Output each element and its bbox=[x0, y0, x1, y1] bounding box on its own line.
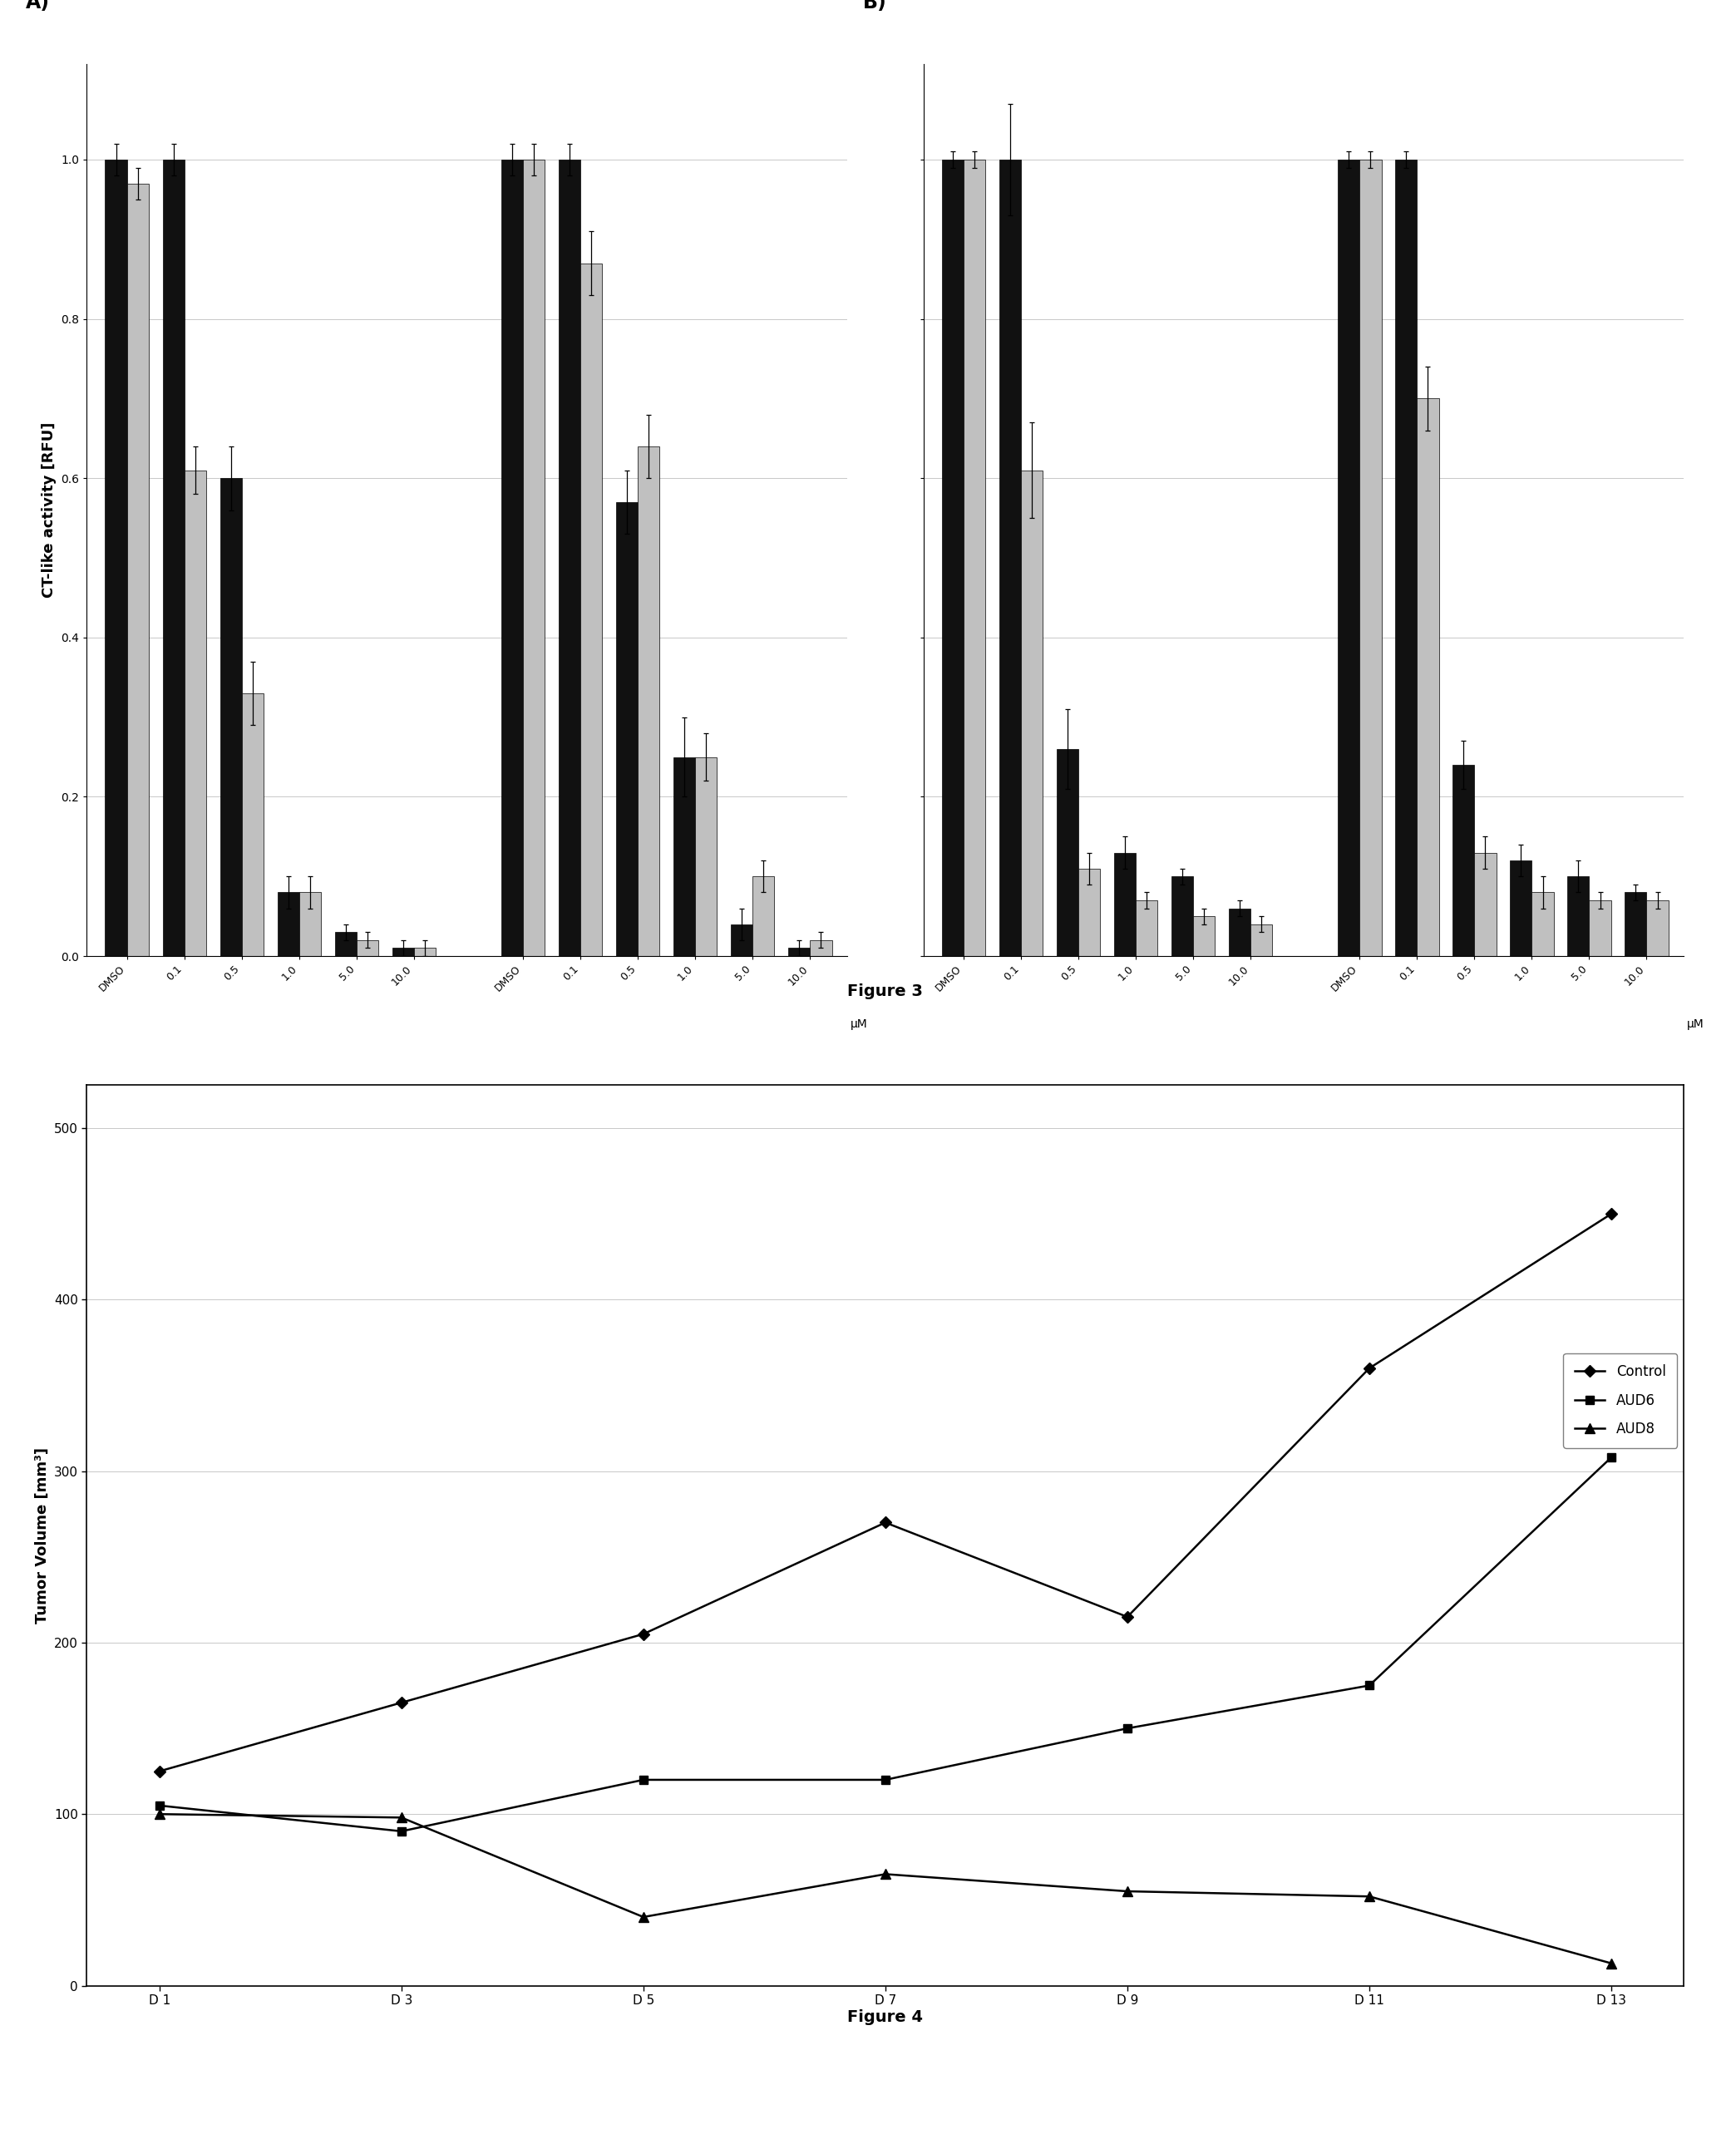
Text: AUD8: AUD8 bbox=[1477, 1295, 1528, 1310]
Text: A): A) bbox=[26, 0, 50, 13]
Line: Control: Control bbox=[155, 1210, 1616, 1775]
Text: AUD8: AUD8 bbox=[642, 1295, 691, 1310]
AUD6 bbox=[634, 1767, 654, 1793]
Bar bbox=[1474, 851, 1496, 956]
Control bbox=[634, 1622, 654, 1647]
AUD8 bbox=[391, 1805, 411, 1831]
Bar bbox=[1588, 901, 1611, 956]
Y-axis label: Tumor Volume [mm³]: Tumor Volume [mm³] bbox=[35, 1447, 49, 1624]
Bar bbox=[1115, 851, 1135, 956]
Control bbox=[1359, 1355, 1380, 1381]
Bar bbox=[1510, 860, 1531, 956]
Text: AUD6: AUD6 bbox=[1082, 1295, 1132, 1310]
Bar bbox=[1229, 909, 1250, 956]
Control bbox=[149, 1758, 170, 1784]
Bar bbox=[1531, 892, 1554, 956]
Bar bbox=[637, 446, 660, 956]
Bar bbox=[278, 892, 299, 956]
Bar bbox=[335, 933, 356, 956]
Legend: Control, AUD6, AUD8: Control, AUD6, AUD8 bbox=[1564, 1353, 1677, 1447]
Bar bbox=[502, 160, 523, 956]
AUD6 bbox=[391, 1818, 411, 1844]
Bar bbox=[1338, 160, 1359, 956]
Bar bbox=[106, 160, 127, 956]
AUD8 bbox=[634, 1904, 654, 1929]
Bar bbox=[1453, 764, 1474, 956]
Bar bbox=[753, 877, 774, 956]
Bar bbox=[616, 501, 637, 956]
AUD8 bbox=[1116, 1878, 1137, 1904]
Text: μM: μM bbox=[851, 1018, 868, 1031]
Bar bbox=[241, 694, 264, 956]
Bar bbox=[127, 184, 149, 956]
AUD8 bbox=[1601, 1950, 1621, 1976]
Bar bbox=[1078, 869, 1101, 956]
Bar bbox=[788, 947, 811, 956]
Bar bbox=[356, 941, 378, 956]
Bar bbox=[184, 469, 207, 956]
AUD6 bbox=[1116, 1716, 1137, 1741]
AUD6 bbox=[1359, 1673, 1380, 1699]
Bar bbox=[1021, 469, 1043, 956]
Bar bbox=[694, 758, 717, 956]
Control bbox=[1601, 1201, 1621, 1227]
Control bbox=[1116, 1605, 1137, 1630]
Text: Figure 4: Figure 4 bbox=[847, 2010, 924, 2025]
Bar bbox=[1135, 901, 1158, 956]
Bar bbox=[1359, 160, 1382, 956]
Bar bbox=[731, 924, 753, 956]
Bar bbox=[1568, 877, 1588, 956]
AUD8 bbox=[1359, 1884, 1380, 1910]
Bar bbox=[163, 160, 184, 956]
Bar bbox=[1625, 892, 1647, 956]
Control bbox=[391, 1690, 411, 1716]
Bar bbox=[1172, 877, 1193, 956]
Text: Figure 3: Figure 3 bbox=[847, 984, 924, 999]
Bar bbox=[392, 947, 413, 956]
Text: μM: μM bbox=[1687, 1018, 1705, 1031]
Bar bbox=[1000, 160, 1021, 956]
Y-axis label: CT-like activity [RFU]: CT-like activity [RFU] bbox=[42, 423, 56, 598]
AUD6 bbox=[1601, 1445, 1621, 1470]
Bar bbox=[559, 160, 580, 956]
Text: B): B) bbox=[863, 0, 887, 13]
Bar bbox=[580, 262, 602, 956]
Bar bbox=[299, 892, 321, 956]
Control bbox=[875, 1509, 896, 1534]
Text: AUD6: AUD6 bbox=[245, 1295, 295, 1310]
Bar bbox=[1250, 924, 1272, 956]
Bar bbox=[413, 947, 436, 956]
Bar bbox=[523, 160, 545, 956]
AUD6 bbox=[875, 1767, 896, 1793]
Bar bbox=[1057, 749, 1078, 956]
AUD8 bbox=[149, 1801, 170, 1827]
Bar bbox=[941, 160, 963, 956]
Bar bbox=[1417, 399, 1439, 956]
AUD8 bbox=[875, 1861, 896, 1886]
Bar bbox=[963, 160, 986, 956]
Bar bbox=[1193, 915, 1215, 956]
Bar bbox=[674, 758, 694, 956]
Line: AUD6: AUD6 bbox=[155, 1453, 1616, 1835]
Line: AUD8: AUD8 bbox=[155, 1810, 1616, 1968]
AUD6 bbox=[149, 1793, 170, 1818]
Bar bbox=[1396, 160, 1417, 956]
Bar bbox=[1647, 901, 1668, 956]
Bar bbox=[220, 478, 241, 956]
Bar bbox=[811, 941, 832, 956]
